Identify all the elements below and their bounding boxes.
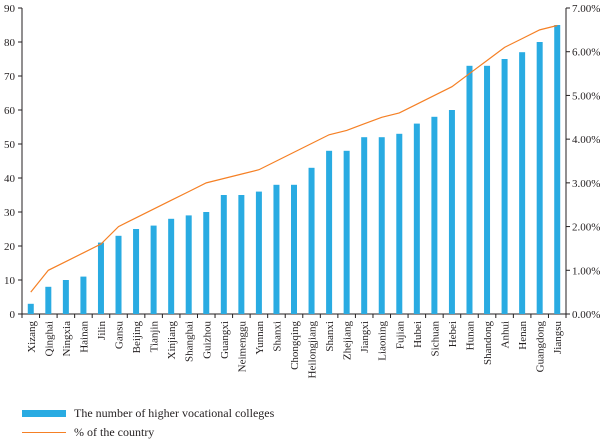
category-label: Shanghai (184, 321, 196, 362)
bar (431, 116, 438, 314)
bar (80, 276, 87, 314)
category-label: Hubei (412, 321, 424, 348)
bar (255, 191, 262, 314)
category-label: Yunnan (254, 321, 266, 355)
line-layer (30, 24, 558, 293)
category-label: Beijing (131, 321, 143, 354)
category-label: Gansu (114, 321, 126, 350)
category-label: Neimenggu (236, 321, 248, 373)
bar (484, 65, 491, 314)
right-tick-label: 6.00% (572, 47, 600, 59)
bar (519, 52, 526, 314)
bar (536, 42, 543, 314)
bar (203, 212, 210, 314)
category-label: Sichuan (429, 321, 441, 357)
category-label: Shanxi (271, 321, 283, 352)
bar (62, 280, 69, 314)
category-label: Guangdong (535, 321, 547, 373)
left-tick-label: 70 (4, 71, 16, 83)
bar (554, 25, 561, 314)
bar (238, 195, 245, 314)
right-tick-label: 0.00% (572, 309, 600, 321)
bar (378, 137, 385, 314)
bar (361, 137, 368, 314)
category-label: Guizhou (201, 321, 213, 359)
legend-line-label: % of the country (74, 425, 155, 439)
category-label: Xizang (26, 321, 38, 353)
category-label: Guangxi (219, 321, 231, 359)
combo-chart: 0 10 20 30 40 50 60 70 80 90 0.00% 1.00% 2.00% 3.00%… (4, 3, 600, 378)
bar (326, 150, 333, 314)
bars-layer (27, 25, 561, 314)
category-label: Heilongjiang (307, 321, 319, 379)
category-label: Tianjin (149, 321, 161, 353)
legend-line-swatch (22, 431, 66, 434)
right-tick-label: 1.00% (572, 265, 600, 277)
category-label: Qinghai (43, 321, 55, 356)
bar (291, 184, 297, 314)
legend-bar-swatch (22, 410, 66, 417)
bar (115, 235, 122, 314)
bar (133, 229, 140, 314)
share-line (30, 24, 558, 293)
legend-item-bars: The number of higher vocational colleges (22, 404, 274, 423)
category-label: Ningxia (61, 321, 73, 357)
bar (150, 225, 157, 314)
category-label: Shanxi (324, 321, 336, 352)
right-tick-label: 3.00% (572, 178, 600, 190)
category-label: Fujian (394, 321, 406, 350)
legend-bar-label: The number of higher vocational colleges (74, 406, 275, 420)
left-tick-label: 0 (10, 309, 16, 321)
category-label: Zhejiang (342, 321, 354, 361)
category-label: Henan (517, 321, 529, 350)
legend-item-line: % of the country (22, 423, 274, 442)
bar (97, 242, 104, 314)
left-tick-label: 30 (4, 207, 16, 219)
bar (273, 184, 280, 314)
bar (168, 218, 175, 314)
bar (448, 110, 455, 314)
category-label: Jiangxi (359, 321, 371, 353)
bar (343, 150, 350, 314)
right-tick-label: 7.00% (572, 3, 600, 15)
right-axis-ticks: 0.00% 1.00% 2.00% 3.00% 4.00% 5.00% 6.00% 7.00% (566, 3, 600, 321)
bar (308, 167, 315, 314)
bar (27, 303, 34, 314)
bar (45, 286, 52, 314)
left-tick-label: 20 (4, 241, 16, 253)
category-labels: Xizang Qinghai Ningxia Hainan Jilin Gansu Beij… (26, 320, 564, 378)
left-tick-label: 60 (4, 105, 16, 117)
left-tick-label: 80 (4, 37, 16, 49)
right-tick-label: 4.00% (572, 134, 600, 146)
category-label: Chongqing (289, 321, 301, 370)
legend: The number of higher vocational colleges… (22, 404, 274, 442)
left-axis-ticks: 0 10 20 30 40 50 60 70 80 90 (4, 3, 22, 321)
category-label: Anhui (500, 321, 512, 349)
bar (501, 59, 508, 314)
left-tick-label: 50 (4, 139, 16, 151)
category-label: Jilin (96, 321, 108, 340)
left-tick-label: 40 (4, 173, 16, 185)
left-tick-label: 90 (4, 3, 16, 15)
bar (413, 123, 420, 314)
category-label: Liaoning (377, 321, 389, 361)
bar (396, 133, 403, 314)
category-label: Hebei (447, 321, 459, 347)
bar (185, 215, 192, 314)
right-tick-label: 2.00% (572, 222, 600, 234)
category-label: Shandong (482, 320, 494, 365)
left-tick-label: 10 (4, 275, 16, 287)
right-tick-label: 5.00% (572, 90, 600, 102)
category-label: Jiangsu (552, 321, 564, 355)
category-label: Xinjiang (166, 321, 178, 360)
category-label: Hunan (464, 321, 476, 351)
category-label: Hainan (78, 321, 90, 353)
bar (220, 195, 227, 314)
bar (466, 65, 473, 314)
